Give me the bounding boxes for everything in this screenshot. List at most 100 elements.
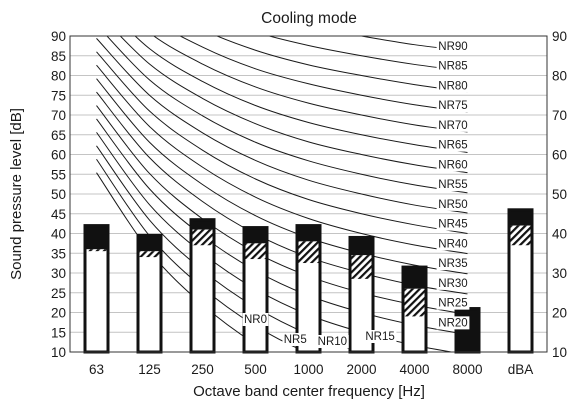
nr-curve-label: NR65 xyxy=(438,140,467,152)
y-tick-label: 65 xyxy=(51,128,66,143)
bar-middle-segment xyxy=(191,229,214,246)
bar-middle-segment xyxy=(85,249,108,252)
nr-curve xyxy=(215,36,468,93)
nr-curve xyxy=(96,78,468,275)
nr-label-bg xyxy=(436,158,470,172)
x-tick-labels: 63 125 250 500 1000 2000 4000 8000 dBA xyxy=(89,362,533,377)
y-tick-label: 55 xyxy=(51,167,66,182)
right-tick-label: 10 xyxy=(552,345,567,360)
nr-label-bg xyxy=(436,99,470,113)
right-tick-label: 50 xyxy=(552,187,567,202)
nr-curve xyxy=(96,145,364,352)
y-tick-label: 40 xyxy=(51,227,66,242)
right-tick-label: 20 xyxy=(552,306,567,321)
nr-curve-label: NR60 xyxy=(438,159,467,171)
bar-upper-segment xyxy=(191,219,214,230)
right-tick-label: 30 xyxy=(552,266,567,281)
x-tick-label: 125 xyxy=(138,362,161,377)
nr-curve-label: NR35 xyxy=(438,258,467,270)
nr-curve xyxy=(96,64,468,255)
nr-curve xyxy=(106,36,468,194)
x-tick-label: dBA xyxy=(508,362,534,377)
x-tick-label: 1000 xyxy=(293,362,323,377)
y-tick-label: 20 xyxy=(51,306,66,321)
y-tick-label: 80 xyxy=(51,69,66,84)
right-tick-label: 40 xyxy=(552,227,567,242)
nr-curve-label: NR55 xyxy=(438,179,467,191)
y-axis-label: Sound pressure level [dB] xyxy=(8,108,25,280)
x-tick-label: 8000 xyxy=(452,362,482,377)
nr-curve xyxy=(96,51,468,234)
bar-upper-segment xyxy=(403,267,426,289)
nr-curve-label: NR10 xyxy=(318,336,347,348)
bar-lower-segment xyxy=(297,263,320,352)
nr-curve-label: NR25 xyxy=(438,298,467,310)
right-tick-labels: 10 20 30 40 50 60 70 80 90 xyxy=(552,29,567,360)
y-tick-label: 15 xyxy=(51,325,66,340)
y-tick-label: 75 xyxy=(51,88,66,103)
x-tick-label: 2000 xyxy=(346,362,376,377)
bar-middle-segment xyxy=(297,241,320,264)
nr-label-bg xyxy=(436,296,470,310)
bar-middle-segment xyxy=(244,243,267,260)
nr-label-bg xyxy=(436,79,470,93)
y-tick-label: 25 xyxy=(51,286,66,301)
nr-label-bg xyxy=(436,138,470,152)
bar-upper-segment xyxy=(138,235,161,252)
y-tick-label: 45 xyxy=(51,207,66,222)
bar-upper-segment xyxy=(297,225,320,242)
nr-curve-label: NR30 xyxy=(438,278,467,290)
nr-curve xyxy=(179,36,468,113)
right-tick-label: 80 xyxy=(552,69,567,84)
nr-curve-label: NR75 xyxy=(438,100,467,112)
bar-lower-segment xyxy=(509,245,532,352)
nr-curve-label: NR80 xyxy=(438,80,467,92)
right-tick-label: 90 xyxy=(552,29,567,44)
nr-curve xyxy=(358,36,468,52)
nr-curve-label: NR40 xyxy=(438,238,467,250)
x-tick-label: 250 xyxy=(191,362,214,377)
right-tick-label: 70 xyxy=(552,108,567,123)
y-tick-label: 70 xyxy=(51,108,66,123)
nr-label-bg xyxy=(282,333,309,346)
nr-curve-label: NR70 xyxy=(438,120,467,132)
nr-label-bg xyxy=(315,335,349,348)
nr-curve-label: NR85 xyxy=(438,61,467,73)
y-tick-label: 85 xyxy=(51,49,66,64)
nr-label-bg xyxy=(436,39,470,53)
chart-title: Cooling mode xyxy=(261,10,357,27)
bar-lower-segment xyxy=(85,251,108,352)
nr-curve-label: NR45 xyxy=(438,219,467,231)
nr-curve-label: NR15 xyxy=(365,331,394,343)
bar-upper-segment xyxy=(456,308,479,352)
y-tick-label: 50 xyxy=(51,187,66,202)
bar-lower-segment xyxy=(191,245,214,352)
y-tick-label: 60 xyxy=(51,148,66,163)
nr-curve-label: NR20 xyxy=(438,317,467,329)
bar-middle-segment xyxy=(403,288,426,317)
nr-curve xyxy=(96,38,468,214)
bar-upper-segment xyxy=(350,237,373,256)
right-tick-label: 60 xyxy=(552,148,567,163)
bar-lower-segment xyxy=(403,316,426,352)
nr-curve-label: NR50 xyxy=(438,199,467,211)
nr-curve-label: NR0 xyxy=(244,314,267,326)
bar-middle-segment xyxy=(350,255,373,279)
nr-curve-label: NR90 xyxy=(438,41,467,53)
x-tick-label: 4000 xyxy=(399,362,429,377)
y-tick-label: 90 xyxy=(51,29,66,44)
y-tick-label: 35 xyxy=(51,246,66,261)
nr-label-bg xyxy=(436,118,470,132)
bar-upper-segment xyxy=(244,227,267,244)
nr-curve xyxy=(134,36,468,154)
nr-curve xyxy=(153,36,468,133)
y-tick-label: 10 xyxy=(51,345,66,360)
nr-label-bg xyxy=(436,217,470,231)
x-tick-label: 63 xyxy=(89,362,104,377)
nr-curve xyxy=(267,36,468,72)
nr-label-bg xyxy=(436,197,470,211)
nr-label-bg xyxy=(436,59,470,73)
nr-label-bg xyxy=(436,178,470,192)
y-tick-labels: 10 15 20 25 30 35 40 45 50 55 60 65 70 75 80 85 90 xyxy=(51,29,66,360)
bar-upper-segment xyxy=(509,209,532,226)
